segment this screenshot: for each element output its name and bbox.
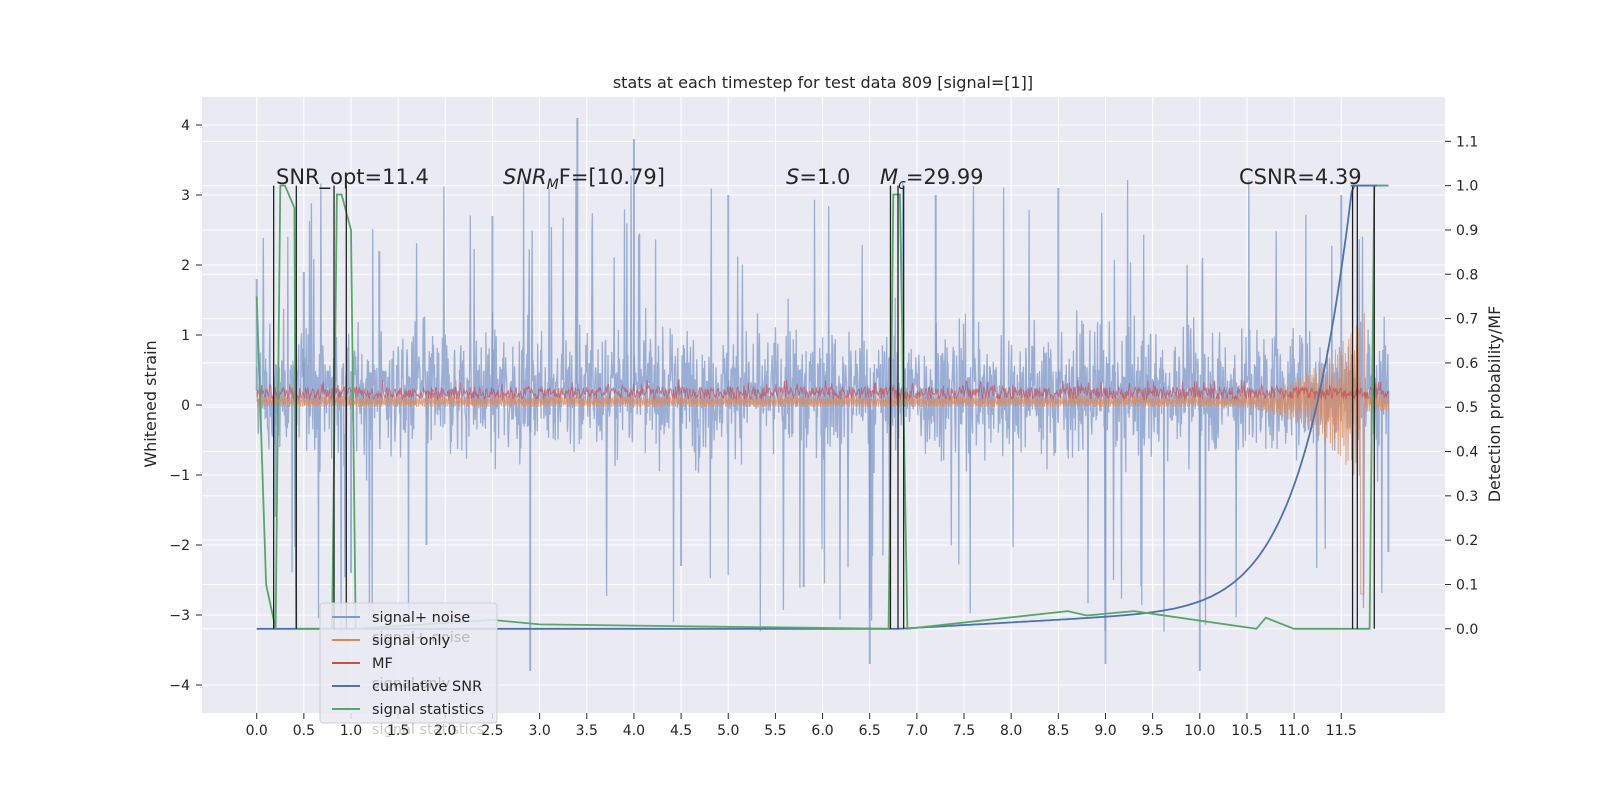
x-tick-label: 0.5 — [293, 723, 315, 739]
y-tick-label: 1 — [181, 328, 190, 344]
y2-tick-label: 0.2 — [1456, 533, 1478, 549]
y-tick-label: 3 — [181, 188, 190, 204]
x-tick-label: 7.0 — [906, 723, 928, 739]
x-tick-label: 8.0 — [1000, 723, 1022, 739]
annotation-csnr: CSNR=4.39 — [1239, 165, 1362, 189]
y2-tick-label: 0.3 — [1456, 489, 1478, 505]
y2-tick-label: 0.4 — [1456, 445, 1478, 461]
annotation-snr-mf-main: SNR — [503, 165, 547, 189]
mf-series — [256, 379, 1389, 402]
x-tick-label: 8.5 — [1047, 723, 1069, 739]
y-tick-label: 2 — [181, 258, 190, 274]
x-tick-label: 11.5 — [1326, 723, 1357, 739]
mf-line — [256, 379, 1389, 402]
y2-tick-label: 0.0 — [1456, 622, 1478, 638]
x-tick-label: 9.0 — [1094, 723, 1116, 739]
y-tick-label: 4 — [181, 118, 190, 134]
y-tick-label: −2 — [169, 538, 190, 554]
signal-plus-noise-series — [255, 118, 1390, 671]
x-tick-label: 7.5 — [953, 723, 975, 739]
chart-title: stats at each timestep for test data 809… — [613, 73, 1033, 92]
y-tick-label: −1 — [169, 468, 190, 484]
dark-spike-lines — [273, 184, 1378, 629]
signal-only-line — [256, 312, 1389, 595]
y2-axis-title: Detection probability/MF — [1485, 306, 1504, 503]
x-tick-label: 3.5 — [576, 723, 598, 739]
x-tick-label: 4.5 — [670, 723, 692, 739]
x-tick-label: 2.5 — [481, 723, 503, 739]
x-tick-label: 6.5 — [859, 723, 881, 739]
annotation-mc-value: =29.99 — [906, 165, 984, 189]
y-tick-label: −4 — [169, 678, 190, 694]
ghost-legend-label: signal statistics — [372, 722, 484, 738]
x-tick-label: 5.5 — [764, 723, 786, 739]
y2-axis-ticks: 1.1 1.0 0.9 0.8 0.7 0.6 0.5 0.4 0.3 0.2 0.1 0.0 — [1445, 134, 1478, 638]
annotation-snr-opt: SNR_opt=11.4 — [276, 165, 429, 190]
x-tick-label: 9.5 — [1142, 723, 1164, 739]
y2-tick-label: 0.7 — [1456, 312, 1478, 328]
y2-tick-label: 0.1 — [1456, 577, 1478, 593]
y-tick-label: −3 — [169, 608, 190, 624]
x-tick-label: 4.0 — [623, 723, 645, 739]
x-tick-label: 5.0 — [717, 723, 739, 739]
x-tick-label: 11.0 — [1279, 723, 1310, 739]
y2-tick-label: 0.6 — [1456, 356, 1478, 372]
y2-tick-label: 0.5 — [1456, 400, 1478, 416]
legend-label: signal+ noise — [372, 610, 470, 626]
annotation-mc-sub: c — [898, 177, 906, 193]
x-tick-label: 6.0 — [811, 723, 833, 739]
y2-tick-label: 1.1 — [1456, 134, 1478, 150]
x-tick-label: 10.0 — [1184, 723, 1215, 739]
y-axis-title: Whitened strain — [141, 340, 160, 467]
annotation-snr-mf: SNRMF=[10.79] — [503, 165, 665, 193]
y-axis-ticks: 4 3 2 1 0 −1 −2 −3 −4 — [169, 118, 202, 694]
legend-label: signal statistics — [372, 702, 484, 718]
legend-label: MF — [372, 656, 393, 672]
y2-tick-label: 1.0 — [1456, 179, 1478, 195]
x-tick-label: 1.5 — [387, 723, 409, 739]
x-tick-label: 3.0 — [528, 723, 550, 739]
annotation-s: S=1.0 — [786, 165, 850, 189]
x-tick-label: 1.0 — [340, 723, 362, 739]
annotation-s-main: S — [786, 165, 799, 189]
legend-label: cumilative SNR — [372, 679, 482, 695]
legend-box — [319, 602, 498, 724]
signal-statistics-series — [255, 184, 1389, 630]
y2-tick-label: 0.8 — [1456, 267, 1478, 283]
x-tick-label: 10.5 — [1231, 723, 1262, 739]
annotation-s-value: =1.0 — [799, 165, 850, 189]
annotation-mc: Mc=29.99 — [880, 165, 984, 193]
signal-statistics-line — [255, 184, 1389, 630]
annotation-snr-mf-sub: M — [547, 177, 559, 193]
ghost-legend-label: signal+ noise — [372, 630, 470, 646]
y2-tick-label: 0.9 — [1456, 223, 1478, 239]
y-tick-label: 0 — [181, 398, 190, 414]
x-axis-ticks: 0.0 0.5 1.0 1.5 2.0 2.5 3.0 3.5 4.0 4.5 5.0 5.5 6.0 6… — [246, 713, 1357, 739]
signal-only-series — [256, 312, 1389, 595]
x-tick-label: 2.0 — [434, 723, 456, 739]
x-tick-label: 0.0 — [246, 723, 268, 739]
legend-label: signal only — [372, 633, 451, 649]
ghost-legend-label: signal only — [372, 676, 451, 692]
annotation-mc-main: M — [880, 165, 898, 189]
annotation-snr-mf-value: F=[10.79] — [559, 165, 665, 189]
